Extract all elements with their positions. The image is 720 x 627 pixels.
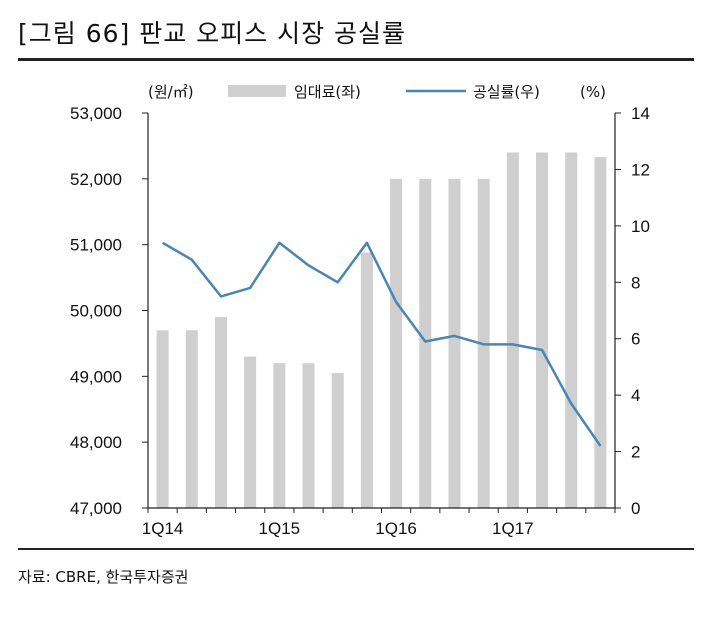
left-tick-label: 47,000 xyxy=(70,499,122,518)
rent-bar-1Q15 xyxy=(273,363,286,508)
rent-bar-3Q17 xyxy=(565,152,578,508)
left-axis-unit: (원/㎡) xyxy=(148,83,194,101)
rent-bars xyxy=(156,152,607,509)
legend-bar-label: 임대료(좌) xyxy=(294,83,361,101)
vacancy-line-path xyxy=(161,241,602,447)
rent-bar-2Q15 xyxy=(302,363,315,508)
source-note: 자료: CBRE, 한국투자증권 xyxy=(18,568,189,586)
right-axis-ticks: 0 2 4 6 8 10 12 14 xyxy=(615,104,650,518)
right-tick-label: 12 xyxy=(631,160,650,179)
page-title: [그림 66] 판교 오피스 시장 공실률 xyxy=(18,19,407,48)
vacancy-line xyxy=(161,241,602,447)
rent-bar-3Q16 xyxy=(448,178,461,509)
x-axis-ticks: 1Q14 1Q15 1Q16 1Q17 xyxy=(142,508,616,538)
bottom-divider xyxy=(18,548,694,550)
right-axis-unit: (%) xyxy=(580,83,606,101)
left-tick-label: 50,000 xyxy=(70,302,122,321)
right-tick-label: 10 xyxy=(631,217,650,236)
rent-bar-1Q14 xyxy=(156,330,169,508)
rent-bar-4Q14 xyxy=(244,356,257,508)
rent-bar-2Q14 xyxy=(185,330,198,508)
right-tick-label: 4 xyxy=(631,386,640,405)
rent-vacancy-chart: (원/㎡) 임대료(좌) 공실률(우) (%) 47,000 48,000 49,0… xyxy=(70,83,650,538)
left-tick-label: 51,000 xyxy=(70,236,122,255)
legend: (원/㎡) 임대료(좌) 공실률(우) (%) xyxy=(148,83,606,101)
rent-bar-2Q17 xyxy=(536,152,549,508)
rent-bar-3Q15 xyxy=(331,373,344,508)
left-tick-label: 53,000 xyxy=(70,104,122,123)
rent-bar-1Q17 xyxy=(506,152,519,508)
rent-bar-2Q16 xyxy=(419,178,432,509)
left-tick-label: 48,000 xyxy=(70,433,122,452)
x-tick-label: 1Q14 xyxy=(142,519,184,538)
left-axis-ticks: 47,000 48,000 49,000 50,000 51,000 52,000 53,0… xyxy=(70,104,148,518)
right-tick-label: 6 xyxy=(631,330,640,349)
x-tick-label: 1Q15 xyxy=(259,519,301,538)
x-tick-label: 1Q17 xyxy=(492,519,534,538)
right-tick-label: 8 xyxy=(631,273,640,292)
left-tick-label: 49,000 xyxy=(70,367,122,386)
x-tick-label: 1Q16 xyxy=(375,519,417,538)
right-tick-label: 14 xyxy=(631,104,650,123)
rent-bar-4Q17 xyxy=(594,157,607,508)
right-tick-label: 2 xyxy=(631,443,640,462)
left-tick-label: 52,000 xyxy=(70,170,122,189)
legend-line-label: 공실률(우) xyxy=(473,83,540,101)
rent-bar-3Q14 xyxy=(214,317,227,508)
rent-bar-1Q16 xyxy=(390,178,403,509)
rent-bar-4Q15 xyxy=(360,252,373,508)
top-divider xyxy=(18,58,694,61)
legend-bar-swatch xyxy=(228,85,286,97)
right-tick-label: 0 xyxy=(631,499,640,518)
